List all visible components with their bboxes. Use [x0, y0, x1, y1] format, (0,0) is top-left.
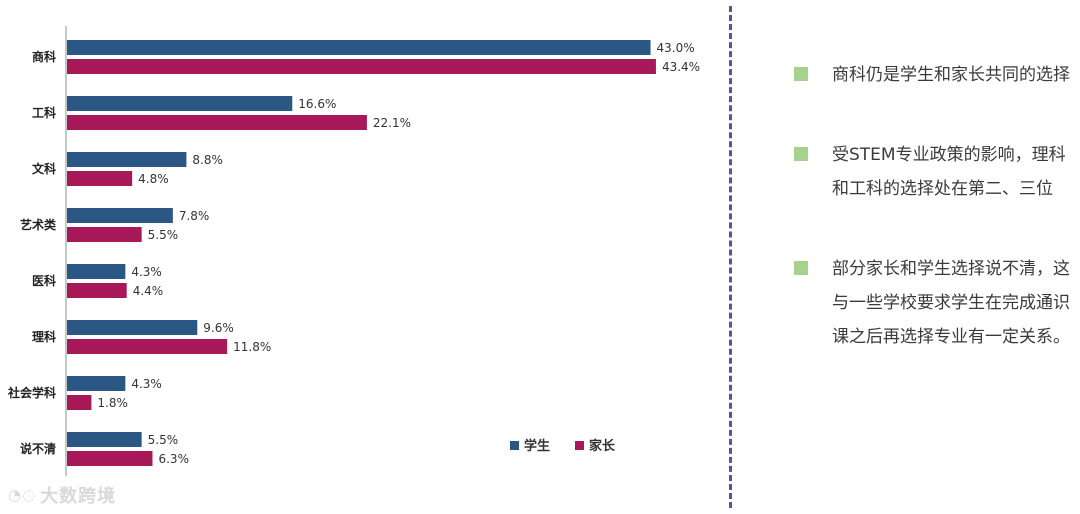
category-label: 医科	[32, 273, 56, 288]
legend-swatch	[575, 441, 584, 450]
bar-parent	[67, 171, 133, 186]
bar-student	[67, 96, 293, 111]
category-label: 工科	[32, 105, 56, 120]
data-label: 5.5%	[148, 433, 179, 447]
category-label: 社会学科	[7, 385, 56, 400]
data-label: 7.8%	[179, 209, 210, 223]
notes-panel: 商科仍是学生和家长共同的选择 受STEM专业政策的影响，理科和工科的选择处在第二…	[792, 58, 1077, 354]
data-label: 4.3%	[131, 377, 162, 391]
bar-parent	[67, 283, 127, 298]
note-item: 受STEM专业政策的影响，理科和工科的选择处在第二、三位	[792, 138, 1077, 206]
bar-parent	[67, 451, 153, 466]
legend-swatch	[510, 441, 519, 450]
watermark-logo-icon: ◔◌	[8, 486, 37, 504]
bullet-square-icon	[794, 261, 808, 275]
bar-student	[67, 208, 173, 223]
note-text: 部分家长和学生选择说不清，这与一些学校要求学生在完成通识课之后再选择专业有一定关…	[832, 259, 1070, 347]
data-label: 5.5%	[148, 228, 179, 242]
bar-student	[67, 432, 142, 447]
bar-student	[67, 40, 651, 55]
data-label: 4.8%	[138, 172, 169, 186]
bar-parent	[67, 115, 367, 130]
bar-student	[67, 264, 126, 279]
bullet-square-icon	[794, 147, 808, 161]
note-text: 受STEM专业政策的影响，理科和工科的选择处在第二、三位	[832, 145, 1066, 199]
bar-parent	[67, 339, 228, 354]
data-label: 8.8%	[192, 153, 223, 167]
dashed-divider	[729, 6, 732, 508]
bullet-square-icon	[794, 67, 808, 81]
category-label: 理科	[32, 329, 56, 344]
data-label: 6.3%	[158, 452, 189, 466]
data-label: 9.6%	[203, 321, 234, 335]
bar-student	[67, 152, 187, 167]
bar-student	[67, 320, 198, 335]
data-label: 43.4%	[662, 60, 700, 74]
bar-student	[67, 376, 126, 391]
watermark: ◔◌ 大数跨境	[8, 482, 116, 508]
legend-label: 学生	[524, 438, 550, 454]
note-item: 商科仍是学生和家长共同的选择	[792, 58, 1077, 92]
note-item: 部分家长和学生选择说不清，这与一些学校要求学生在完成通识课之后再选择专业有一定关…	[792, 252, 1077, 354]
category-label: 艺术类	[20, 217, 57, 232]
watermark-text: 大数跨境	[40, 486, 117, 507]
bar-parent	[67, 227, 142, 242]
data-label: 43.0%	[657, 41, 695, 55]
category-label: 文科	[32, 161, 56, 176]
data-label: 11.8%	[233, 340, 271, 354]
category-label: 商科	[32, 49, 56, 64]
data-label: 16.6%	[298, 97, 336, 111]
data-label: 4.4%	[133, 284, 164, 298]
bar-chart: 商科 43.0% 43.4% 工科 16.6% 22.1% 文科 8.8% 4.8% 艺术类 7.8…	[7, 26, 700, 476]
legend-label: 家长	[589, 438, 616, 454]
data-label: 4.3%	[131, 265, 162, 279]
bar-parent	[67, 59, 656, 74]
bar-parent	[67, 395, 92, 410]
data-label: 1.8%	[97, 396, 128, 410]
note-text: 商科仍是学生和家长共同的选择	[832, 65, 1070, 85]
data-label: 22.1%	[373, 116, 411, 130]
category-label: 说不清	[20, 441, 56, 456]
